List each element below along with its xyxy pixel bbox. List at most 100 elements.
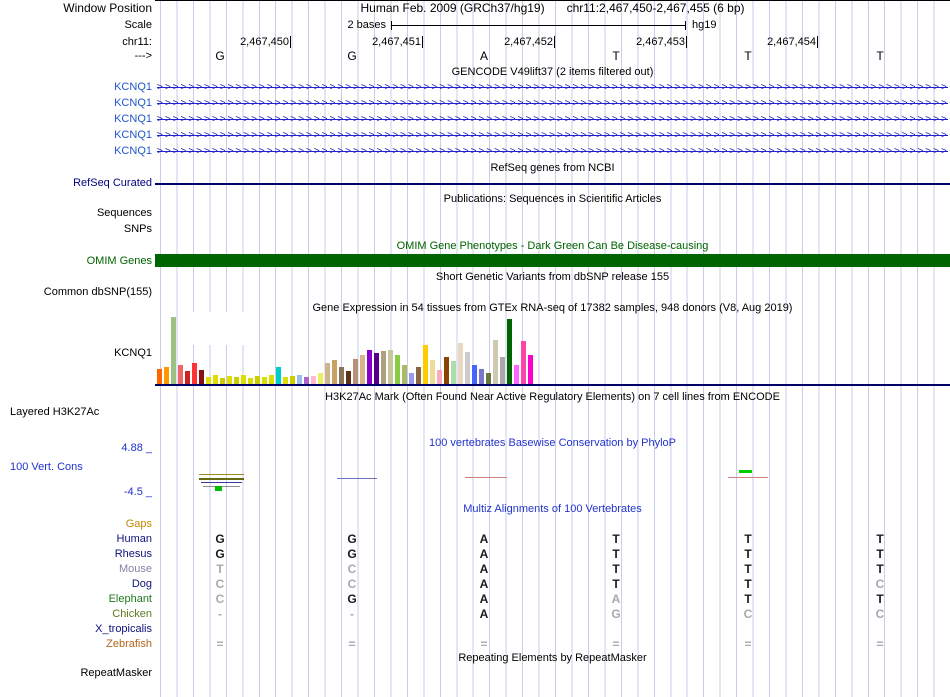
gene-arrow-line[interactable]: >>>>>>>>>>>>>>>>>>>>>>>>>>>>>>>>>>>>>>>>… xyxy=(157,97,948,110)
gtex-tissue-bar[interactable] xyxy=(290,376,295,385)
gene-label[interactable]: KCNQ1 xyxy=(114,145,152,157)
conservation-mark xyxy=(199,478,244,480)
gtex-tissue-bar[interactable] xyxy=(437,370,442,385)
gtex-tissue-bar[interactable] xyxy=(472,365,477,385)
gtex-tissue-bar[interactable] xyxy=(178,365,183,385)
gtex-tissue-bar[interactable] xyxy=(409,373,414,385)
gtex-tissue-bar[interactable] xyxy=(458,343,463,385)
gtex-tissue-bar[interactable] xyxy=(192,363,197,385)
species-label-zebrafish[interactable]: Zebrafish xyxy=(106,638,152,650)
gtex-tissue-bar[interactable] xyxy=(381,351,386,385)
species-label-x_tropicalis[interactable]: X_tropicalis xyxy=(95,623,152,635)
gtex-tissue-bar[interactable] xyxy=(332,360,337,385)
ruler-tick-item[interactable]: 2,467,452 xyxy=(475,36,555,48)
gtex-tissue-bar[interactable] xyxy=(206,377,211,385)
ruler-tick-item[interactable]: 2,467,453 xyxy=(607,36,687,48)
gtex-tissue-bar[interactable] xyxy=(241,375,246,385)
gtex-tissue-bar[interactable] xyxy=(353,359,358,385)
conservation-track-label[interactable]: 100 Vert. Cons xyxy=(10,461,83,473)
snps-label[interactable]: SNPs xyxy=(123,223,152,235)
gtex-tissue-bar[interactable] xyxy=(318,373,323,385)
gtex-tissue-bar[interactable] xyxy=(164,367,169,385)
gtex-tissue-bar[interactable] xyxy=(304,377,309,385)
ruler-tick-item[interactable]: 2,467,450 xyxy=(211,36,291,48)
gtex-tissue-bar[interactable] xyxy=(157,369,162,385)
repeatmasker-label[interactable]: RepeatMasker xyxy=(80,667,152,679)
refseq-curated-label[interactable]: RefSeq Curated xyxy=(73,177,152,189)
gene-label[interactable]: KCNQ1 xyxy=(114,113,152,125)
gtex-tissue-bar[interactable] xyxy=(269,375,274,385)
gtex-tissue-bar[interactable] xyxy=(500,357,505,385)
strand-base: T xyxy=(744,49,752,63)
alignment-base: C xyxy=(215,592,225,606)
gtex-tissue-bar[interactable] xyxy=(248,378,253,385)
h3k27ac-track-label[interactable]: Layered H3K27Ac xyxy=(10,406,100,418)
alignment-base: G xyxy=(347,532,357,546)
gtex-tissue-bar[interactable] xyxy=(367,350,372,385)
position-range: chr11:2,467,450-2,467,455 (6 bp) xyxy=(566,1,745,15)
gtex-tissue-bar[interactable] xyxy=(339,367,344,385)
sequences-label[interactable]: Sequences xyxy=(96,207,152,219)
gtex-tissue-bar[interactable] xyxy=(521,341,526,385)
gtex-tissue-bar[interactable] xyxy=(234,377,239,385)
gtex-tissue-bar[interactable] xyxy=(374,353,379,385)
species-label-gaps[interactable]: Gaps xyxy=(125,518,152,530)
ruler-tick-item[interactable]: 2,467,454 xyxy=(738,36,818,48)
species-label-dog[interactable]: Dog xyxy=(131,578,152,590)
gtex-tissue-bar[interactable] xyxy=(325,363,330,385)
omim-gene-bar[interactable] xyxy=(155,254,950,267)
gtex-tissue-bar[interactable] xyxy=(171,317,176,385)
gtex-tissue-bar[interactable] xyxy=(227,376,232,385)
gtex-plot-background xyxy=(180,312,258,345)
gtex-tissue-bar[interactable] xyxy=(185,371,190,385)
gtex-tissue-bar[interactable] xyxy=(451,361,456,385)
alignment-base: C xyxy=(347,562,357,576)
gtex-tissue-bar[interactable] xyxy=(220,378,225,385)
gtex-tissue-bar[interactable] xyxy=(486,373,491,385)
gene-arrow-line[interactable]: >>>>>>>>>>>>>>>>>>>>>>>>>>>>>>>>>>>>>>>>… xyxy=(157,81,948,94)
alignment-base: A xyxy=(479,532,489,546)
common-dbsnp-label[interactable]: Common dbSNP(155) xyxy=(43,286,152,298)
gtex-tissue-bar[interactable] xyxy=(423,345,428,385)
gtex-tissue-bar[interactable] xyxy=(276,367,281,385)
gtex-tissue-bar[interactable] xyxy=(283,377,288,385)
refseq-gene-bar[interactable] xyxy=(155,183,950,185)
gene-label[interactable]: KCNQ1 xyxy=(114,97,152,109)
gtex-tissue-bar[interactable] xyxy=(255,376,260,385)
gene-label[interactable]: KCNQ1 xyxy=(114,129,152,141)
ruler-tick-item[interactable]: 2,467,451 xyxy=(343,36,423,48)
gtex-tissue-bar[interactable] xyxy=(297,375,302,385)
gtex-tissue-bar[interactable] xyxy=(262,377,267,385)
species-label-chicken[interactable]: Chicken xyxy=(112,608,152,620)
omim-genes-label[interactable]: OMIM Genes xyxy=(86,255,152,267)
gene-arrow-line[interactable]: >>>>>>>>>>>>>>>>>>>>>>>>>>>>>>>>>>>>>>>>… xyxy=(157,145,948,158)
gtex-tissue-bar[interactable] xyxy=(465,352,470,385)
gtex-tissue-bar[interactable] xyxy=(213,375,218,385)
gene-arrow-line[interactable]: >>>>>>>>>>>>>>>>>>>>>>>>>>>>>>>>>>>>>>>>… xyxy=(157,129,948,142)
gtex-tissue-bar[interactable] xyxy=(416,367,421,385)
gtex-tissue-bar[interactable] xyxy=(514,365,519,385)
conservation-mark xyxy=(739,470,752,473)
gtex-tissue-bar[interactable] xyxy=(388,350,393,385)
gtex-tissue-bar[interactable] xyxy=(311,376,316,385)
gtex-tissue-bar[interactable] xyxy=(444,357,449,385)
species-label-elephant[interactable]: Elephant xyxy=(108,593,152,605)
gtex-tissue-bar[interactable] xyxy=(402,365,407,385)
gtex-tissue-bar[interactable] xyxy=(360,355,365,385)
species-label-mouse[interactable]: Mouse xyxy=(118,563,152,575)
gtex-tissue-bar[interactable] xyxy=(199,370,204,385)
gene-arrow-line[interactable]: >>>>>>>>>>>>>>>>>>>>>>>>>>>>>>>>>>>>>>>>… xyxy=(157,113,948,126)
species-label-rhesus[interactable]: Rhesus xyxy=(114,548,152,560)
gtex-gene-label[interactable]: KCNQ1 xyxy=(114,347,152,359)
gene-label[interactable]: KCNQ1 xyxy=(114,81,152,93)
gtex-tissue-bar[interactable] xyxy=(346,371,351,385)
gtex-tissue-bar[interactable] xyxy=(395,355,400,385)
window-position-value: Human Feb. 2009 (GRCh37/hg19) chr11:2,467… xyxy=(155,2,950,15)
species-label-human[interactable]: Human xyxy=(116,533,152,545)
gtex-tissue-bar[interactable] xyxy=(493,340,498,385)
gtex-tissue-bar[interactable] xyxy=(507,319,512,385)
gtex-tissue-bar[interactable] xyxy=(528,355,533,385)
gtex-tissue-bar[interactable] xyxy=(430,360,435,385)
gtex-tissue-bar[interactable] xyxy=(479,369,484,385)
ruler-tick-mark xyxy=(422,36,423,48)
